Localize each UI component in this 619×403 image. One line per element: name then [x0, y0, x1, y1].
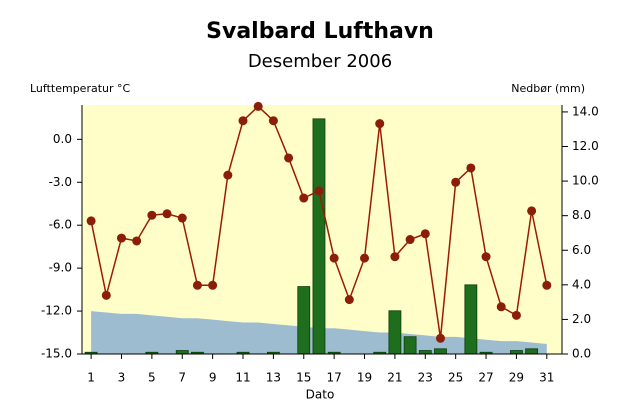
temperature-point — [147, 210, 157, 220]
y-tick-label: -6.0 — [49, 218, 72, 232]
y-tick-label: -3.0 — [49, 175, 72, 189]
x-tick-label: 7 — [178, 371, 186, 385]
temperature-point — [208, 280, 218, 290]
temperature-point — [481, 252, 491, 262]
x-tick-label: 23 — [418, 371, 433, 385]
x-tick-label: 29 — [509, 371, 524, 385]
x-axis-label: Dato — [306, 388, 335, 402]
y-tick-label: -12.0 — [41, 304, 72, 318]
temperature-point — [496, 302, 506, 312]
x-tick-label: 1 — [87, 371, 95, 385]
y2-axis-label: Nedbør (mm) — [511, 82, 585, 95]
temperature-point — [435, 333, 445, 343]
temperature-point — [177, 213, 187, 223]
temperature-point — [299, 193, 309, 203]
temperature-point — [329, 253, 339, 263]
x-tick-label: 3 — [118, 371, 126, 385]
bar — [403, 336, 417, 355]
temperature-point — [360, 253, 370, 263]
bar — [464, 284, 478, 355]
temperature-point — [466, 163, 476, 173]
temperature-point — [375, 119, 385, 129]
temperature-point — [223, 170, 233, 180]
x-tick-label: 25 — [448, 371, 463, 385]
temperature-point — [527, 206, 537, 216]
temperature-point — [542, 280, 552, 290]
temperature-point — [253, 101, 263, 111]
bar — [297, 286, 311, 355]
y2-tick-label: 14.0 — [572, 104, 599, 118]
temperature-point — [314, 186, 324, 196]
x-tick-label: 15 — [296, 371, 311, 385]
temperature-point — [192, 280, 202, 290]
y-tick-label: -15.0 — [41, 347, 72, 361]
y2-tick-label: 2.0 — [572, 312, 591, 326]
y2-tick-label: 6.0 — [572, 243, 591, 257]
temperature-point — [451, 177, 461, 187]
x-tick-label: 13 — [266, 371, 281, 385]
y2-tick-label: 10.0 — [572, 174, 599, 188]
y2-tick-label: 4.0 — [572, 277, 591, 291]
bar — [388, 310, 402, 355]
bar — [418, 350, 432, 355]
temperature-point — [344, 295, 354, 305]
temperature-point — [284, 153, 294, 163]
temperature-point — [101, 290, 111, 300]
y2-tick-label: 12.0 — [572, 139, 599, 153]
temperature-point — [511, 310, 521, 320]
temperature-point — [405, 235, 415, 245]
temperature-point — [132, 236, 142, 246]
x-tick-label: 21 — [387, 371, 402, 385]
bar — [510, 350, 523, 355]
bar — [434, 348, 447, 355]
y-axis-label: Lufttemperatur °C — [30, 82, 131, 95]
temperature-point — [116, 233, 126, 243]
x-tick-label: 27 — [478, 371, 493, 385]
x-tick-label: 17 — [327, 371, 342, 385]
chart-title: Svalbard Lufthavn — [206, 19, 434, 44]
x-tick-label: 31 — [539, 371, 554, 385]
y2-tick-label: 8.0 — [572, 208, 591, 222]
y2-tick-label: 0.0 — [572, 347, 591, 361]
temperature-point — [162, 209, 172, 219]
temperature-point — [268, 116, 278, 126]
x-tick-label: 11 — [235, 371, 250, 385]
y-tick-label: -9.0 — [49, 261, 72, 275]
bar — [525, 348, 539, 355]
temperature-point — [420, 229, 430, 239]
x-tick-label: 19 — [357, 371, 372, 385]
bar — [312, 118, 326, 355]
x-tick-label: 5 — [148, 371, 156, 385]
temperature-point — [390, 252, 400, 262]
y-tick-label: 0.0 — [53, 132, 72, 146]
temperature-point — [86, 216, 96, 226]
bar — [175, 350, 189, 355]
x-tick-label: 9 — [209, 371, 217, 385]
temperature-point — [238, 116, 248, 126]
chart-subtitle: Desember 2006 — [248, 51, 392, 72]
